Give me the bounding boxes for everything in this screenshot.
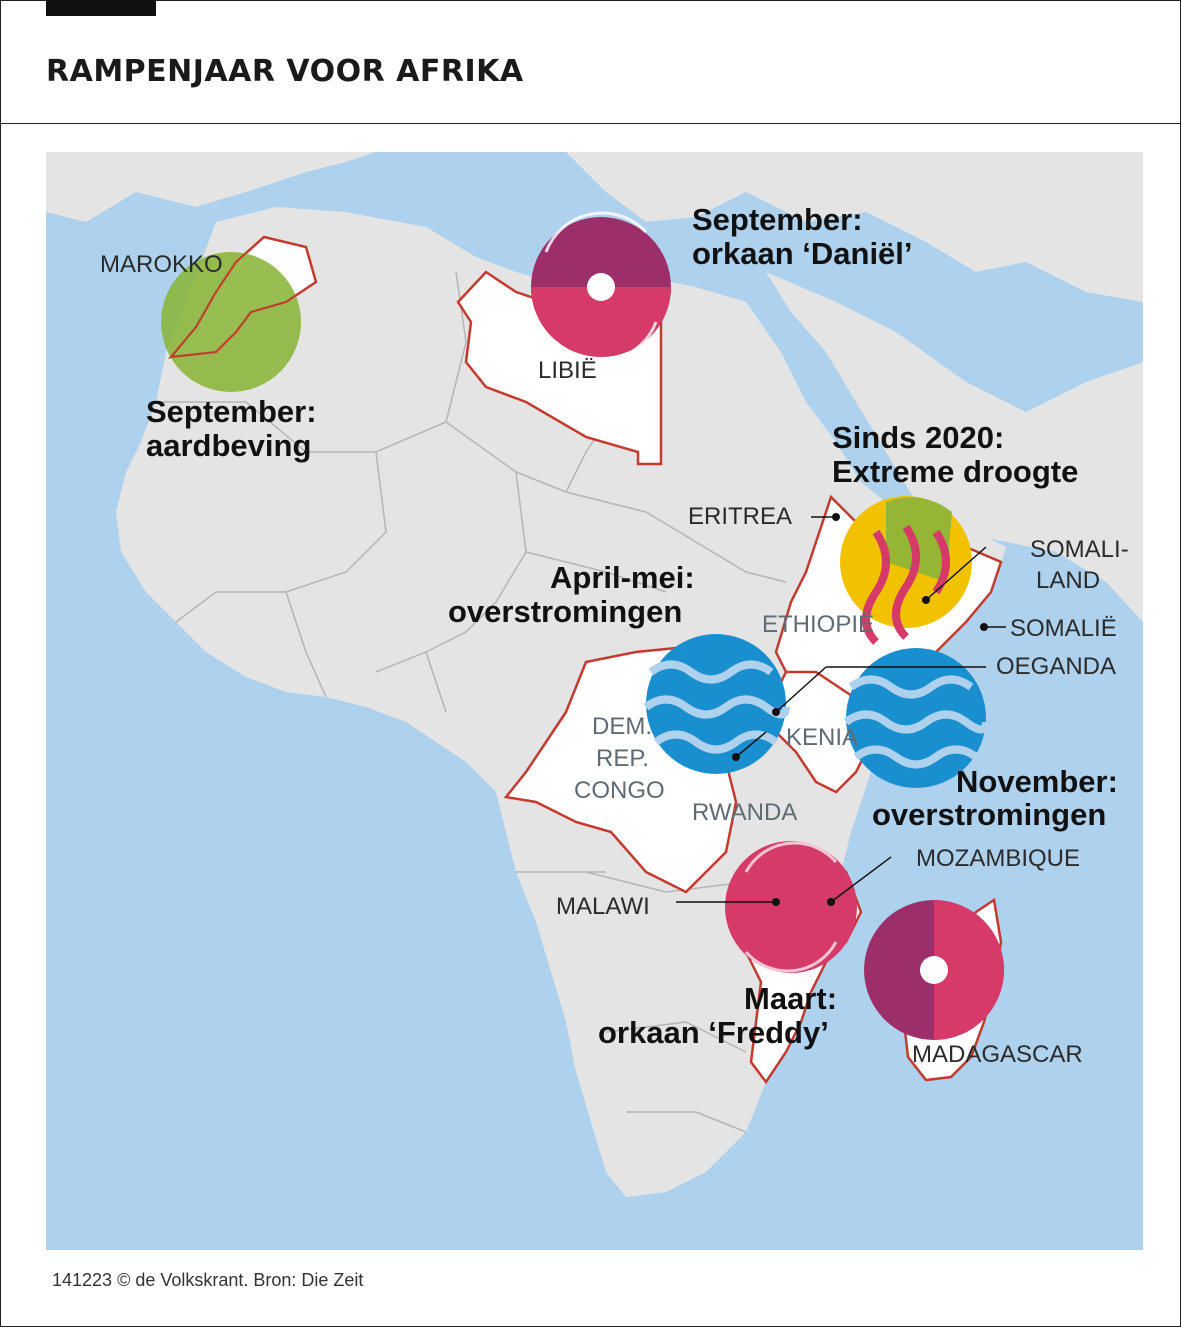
- flood-icon-november: [843, 648, 990, 788]
- morocco-outline: [168, 235, 318, 359]
- label-eritrea: ERITREA: [688, 503, 792, 530]
- header-rule: [0, 123, 1181, 124]
- label-mozambique: MOZAMBIQUE: [916, 845, 1080, 872]
- drought-icon: [840, 496, 972, 645]
- arabia-land: [766, 272, 1143, 622]
- label-kenia: KENIA: [786, 724, 858, 751]
- event-november-line2: overstromingen: [872, 797, 1106, 832]
- label-somaliland-2: LAND: [1036, 567, 1100, 594]
- event-marokko-line1: September:: [146, 394, 317, 429]
- event-libie-line1: September:: [692, 202, 863, 237]
- europe-land: [46, 152, 1143, 302]
- leader-lines: [676, 516, 1006, 903]
- label-ethiopie: ETHIOPIË: [762, 611, 874, 638]
- label-madagascar: MADAGASCAR: [912, 1041, 1083, 1068]
- source-credit: 141223 © de Volkskrant. Bron: Die Zeit: [52, 1270, 364, 1290]
- label-somaliland-1: SOMALI-: [1030, 536, 1129, 563]
- label-libie: LIBIË: [538, 357, 597, 384]
- cyclone-icon-madagascar: [864, 900, 1004, 1040]
- event-november-line1: November:: [956, 764, 1118, 799]
- label-congo-3: CONGO: [574, 777, 665, 804]
- label-rwanda: RWANDA: [692, 799, 797, 826]
- event-droogte-line2: Extreme droogte: [832, 454, 1078, 489]
- earthquake-icon: [161, 252, 301, 392]
- label-marokko: MAROKKO: [100, 251, 223, 278]
- event-droogte-line1: Sinds 2020:: [832, 420, 1004, 455]
- event-april-line2: overstromingen: [448, 594, 682, 629]
- africa-map: MAROKKO LIBIË ERITREA SOMALI- LAND ETHIO…: [46, 152, 1143, 1250]
- event-libie-line2: orkaan ‘Daniël’: [692, 236, 913, 271]
- event-marokko-line2: aardbeving: [146, 428, 311, 463]
- event-maart-line1: Maart:: [744, 981, 837, 1016]
- leader-dots: [732, 513, 988, 906]
- event-maart-line2: orkaan ‘Freddy’: [598, 1015, 829, 1050]
- label-congo-2: REP.: [596, 745, 649, 772]
- label-congo-1: DEM.: [592, 713, 652, 740]
- header-tab: [46, 0, 156, 16]
- cyclone-icon-daniel: [531, 211, 671, 363]
- cyclone-icon-freddy: [725, 841, 857, 973]
- country-borders: [156, 271, 807, 1133]
- label-oeganda: OEGANDA: [996, 653, 1116, 680]
- label-malawi: MALAWI: [556, 893, 650, 920]
- label-somalie: SOMALIË: [1010, 615, 1117, 642]
- event-april-line1: April-mei:: [550, 560, 695, 595]
- flood-icon-april: [643, 634, 790, 774]
- page-title: RAMPENJAAR VOOR AFRIKA: [46, 54, 524, 89]
